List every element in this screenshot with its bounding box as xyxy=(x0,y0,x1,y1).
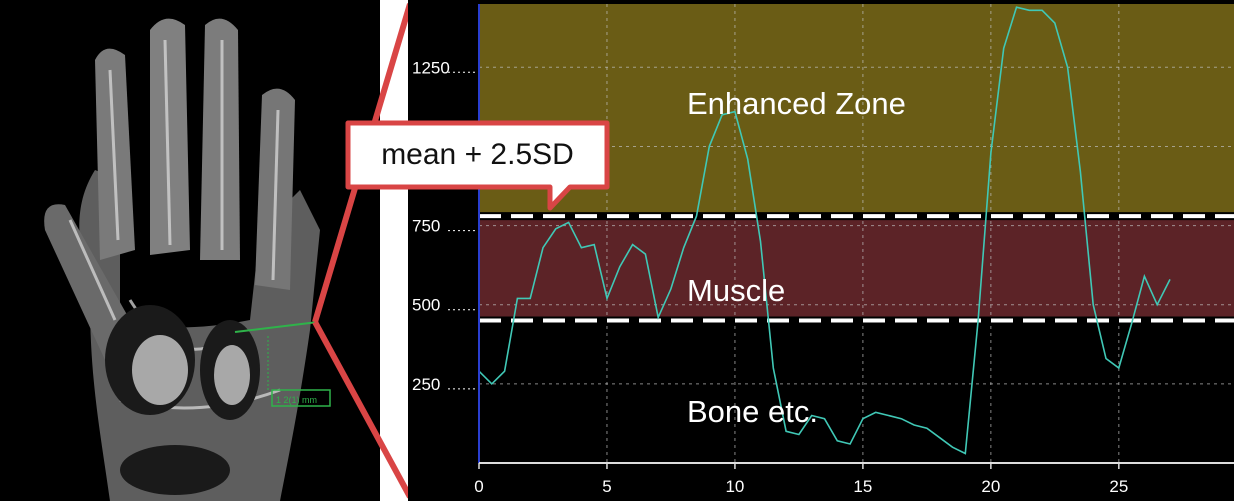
zone-band-2 xyxy=(479,320,1234,463)
threshold-callout: mean + 2.5SD xyxy=(345,120,610,211)
intensity-profile-chart: 250 500 750 1250 0 5 10 15 20 25 Enhanced Zone Mu… xyxy=(408,0,1234,501)
x-tick-label-5: 25 xyxy=(1109,477,1128,496)
y-tick-label-0: 250 xyxy=(412,375,440,394)
x-tick-label-1: 5 xyxy=(602,477,611,496)
zone-band-1 xyxy=(479,216,1234,321)
x-tick-label-2: 10 xyxy=(725,477,744,496)
axes xyxy=(478,4,1234,469)
hand-silhouette xyxy=(44,18,321,501)
measurement-line xyxy=(234,321,319,333)
y-tick-label-3: 1250 xyxy=(412,58,450,77)
measurement-ruler-label: 1 2(1) mm xyxy=(276,395,317,405)
zone-label-2: Bone etc. xyxy=(687,394,818,429)
zone-label-1: Muscle xyxy=(687,273,785,308)
intensity-line xyxy=(478,6,1171,455)
x-tick-label-0: 0 xyxy=(474,477,483,496)
y-tick-labels: 250 500 750 1250 xyxy=(412,58,475,394)
threshold-lines xyxy=(479,212,1234,325)
y-tick-label-1: 500 xyxy=(412,296,440,315)
x-tick-labels: 0 5 10 15 20 25 xyxy=(474,477,1128,496)
mri-hand-image: 1 2(1) mm xyxy=(0,0,380,501)
callout-text: mean + 2.5SD xyxy=(381,138,574,171)
zone-labels: Enhanced Zone Muscle Bone etc. xyxy=(687,86,906,429)
callout-bubble xyxy=(345,120,610,211)
x-tick-label-3: 15 xyxy=(853,477,872,496)
zone-label-0: Enhanced Zone xyxy=(687,86,906,121)
y-tick-label-2: 750 xyxy=(412,217,440,236)
zone-bands xyxy=(479,4,1234,463)
x-tick-label-4: 20 xyxy=(981,477,1000,496)
